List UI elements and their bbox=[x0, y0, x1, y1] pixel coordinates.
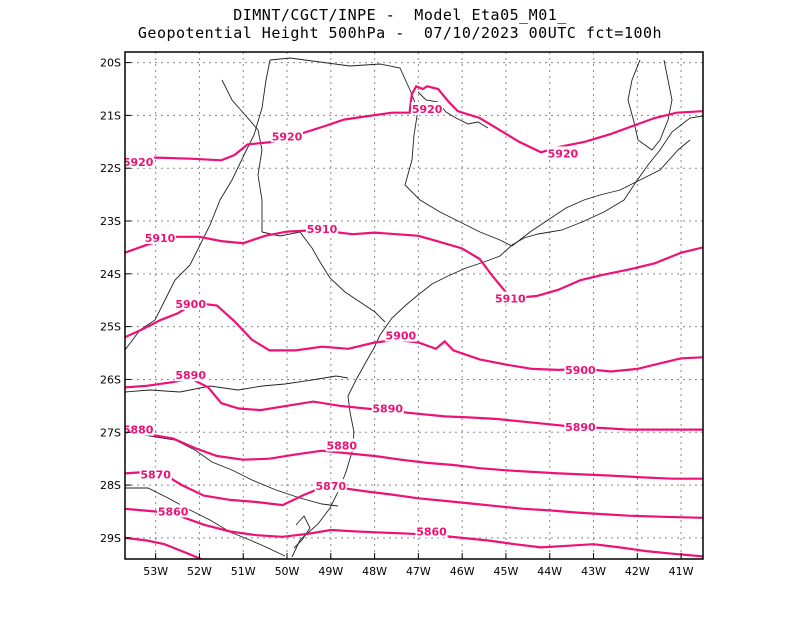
contour-label-5910: 5910 bbox=[307, 223, 338, 236]
contour-label-bg bbox=[325, 438, 358, 452]
lat-tick-label: 23S bbox=[100, 215, 121, 228]
lat-tick-label: 20S bbox=[100, 57, 121, 70]
contour-line-5860 bbox=[125, 507, 703, 558]
contour-label-bg bbox=[411, 102, 444, 116]
contour-label-bg bbox=[494, 291, 527, 305]
contour-label-5870: 5870 bbox=[315, 480, 346, 493]
lon-tick-label: 47W bbox=[406, 565, 431, 578]
lon-tick-label: 50W bbox=[275, 565, 300, 578]
contour-label-5920: 5920 bbox=[412, 103, 443, 116]
contour-label-bg bbox=[306, 221, 339, 235]
contour-label-5920: 5920 bbox=[123, 156, 154, 169]
contour-label-5880: 5880 bbox=[123, 424, 154, 437]
contour-label-bg bbox=[125, 154, 155, 168]
plot-frame bbox=[124, 51, 704, 560]
chart-title-line-1: DIMNT/CGCT/INPE - Model Eta05_M01_ bbox=[233, 6, 567, 24]
lon-tick-label: 43W bbox=[581, 565, 606, 578]
axis-labels: 20S 21S 22S 23S 24S 25S 26S 27S 28S 29S 53W 52W 51W 5… bbox=[100, 57, 694, 578]
contour-label-bg bbox=[314, 479, 347, 493]
lon-tick-label: 52W bbox=[187, 565, 212, 578]
patos-lagoon bbox=[293, 515, 311, 549]
border-sp-mg bbox=[269, 57, 513, 247]
lon-tick-label: 51W bbox=[231, 565, 256, 578]
lat-tick-label: 22S bbox=[100, 162, 121, 175]
lon-tick-label: 44W bbox=[537, 565, 562, 578]
contour-line-5850 bbox=[125, 536, 205, 559]
contour-label-bg bbox=[564, 419, 597, 433]
contour-label-bg bbox=[384, 328, 417, 342]
contour-label-5890: 5890 bbox=[175, 369, 206, 382]
contour-label-5860: 5860 bbox=[158, 505, 189, 518]
contour-label-bg bbox=[157, 504, 190, 518]
contour-label-5900: 5900 bbox=[175, 298, 206, 311]
contour-label-5880: 5880 bbox=[326, 439, 357, 452]
contour-label-5870: 5870 bbox=[140, 469, 171, 482]
contour-label-5920: 5920 bbox=[548, 147, 579, 160]
border-mg-es bbox=[627, 59, 673, 151]
contour-label-bg bbox=[371, 401, 404, 415]
contour-label-5920: 5920 bbox=[272, 131, 303, 144]
lat-tick-label: 28S bbox=[100, 479, 121, 492]
state-borders bbox=[125, 57, 703, 558]
lon-tick-label: 49W bbox=[318, 565, 343, 578]
contour-label-5900: 5900 bbox=[386, 330, 417, 343]
gridlines bbox=[125, 52, 703, 559]
contour-label-bg bbox=[144, 230, 177, 244]
contour-line-5880 bbox=[125, 431, 703, 480]
border-sp-pr bbox=[261, 231, 386, 323]
lat-tick-label: 29S bbox=[100, 532, 121, 545]
lat-tick-label: 25S bbox=[100, 321, 121, 334]
lon-tick-label: 46W bbox=[450, 565, 475, 578]
contour-label-bg bbox=[546, 146, 579, 160]
lat-tick-label: 24S bbox=[100, 268, 121, 281]
geopotential-contours: 5920 5920 5920 5920 5910 5910 5910 5900 5900 5900… bbox=[123, 84, 703, 559]
contour-label-5910: 5910 bbox=[495, 293, 526, 306]
border-rs-uruguay bbox=[125, 487, 286, 557]
contour-label-5890: 5890 bbox=[372, 402, 403, 415]
lon-tick-label: 45W bbox=[494, 565, 519, 578]
contour-label-bg bbox=[415, 524, 448, 538]
contour-label-bg bbox=[174, 296, 207, 310]
furnas-reservoir bbox=[417, 91, 489, 129]
contour-label-bg bbox=[174, 368, 207, 382]
lat-tick-label: 26S bbox=[100, 373, 121, 386]
contour-line-5910 bbox=[125, 229, 703, 299]
contour-label-bg bbox=[271, 129, 304, 143]
lon-tick-label: 48W bbox=[362, 565, 387, 578]
lat-tick-label: 27S bbox=[100, 426, 121, 439]
contour-label-5860: 5860 bbox=[416, 526, 447, 539]
contour-label-5910: 5910 bbox=[145, 232, 176, 245]
border-ms-sp bbox=[221, 79, 263, 232]
border-paraguay bbox=[125, 59, 271, 351]
lon-tick-label: 42W bbox=[625, 565, 650, 578]
contour-line-5920 bbox=[125, 84, 703, 162]
lon-tick-label: 41W bbox=[669, 565, 694, 578]
contour-label-bg bbox=[564, 362, 597, 376]
border-mg-rj bbox=[511, 139, 691, 247]
chart-title-line-2: Geopotential Height 500hPa - 07/10/2023 … bbox=[137, 24, 663, 42]
contour-line-5870 bbox=[125, 470, 703, 519]
contour-label-5890: 5890 bbox=[565, 421, 596, 434]
contour-label-bg bbox=[125, 422, 155, 436]
contour-label-5900: 5900 bbox=[565, 364, 596, 377]
lon-tick-label: 53W bbox=[143, 565, 168, 578]
border-sc-rs bbox=[125, 431, 339, 507]
contour-label-bg bbox=[139, 467, 172, 481]
border-pr-sc bbox=[125, 375, 349, 393]
lat-tick-label: 21S bbox=[100, 109, 121, 122]
coastline bbox=[291, 115, 703, 558]
